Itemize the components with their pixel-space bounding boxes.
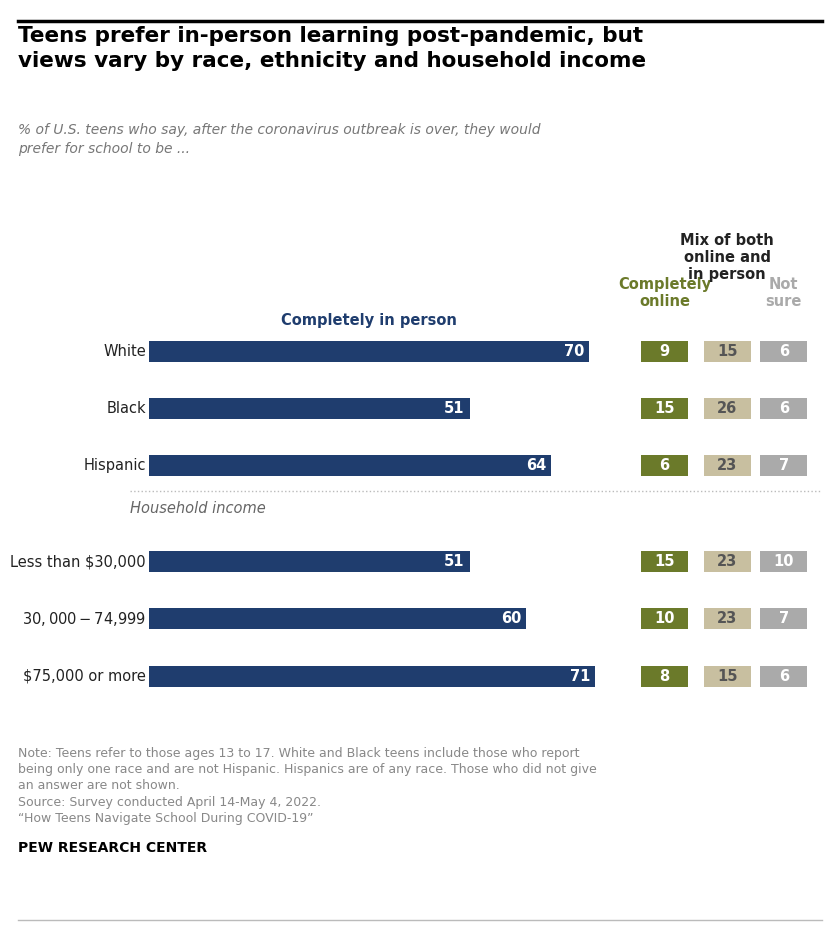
Bar <box>704 666 751 686</box>
Text: Not
sure: Not sure <box>765 276 802 309</box>
Text: $30,000-$74,999: $30,000-$74,999 <box>22 610 146 628</box>
Text: 51: 51 <box>444 401 465 416</box>
Bar <box>760 608 807 630</box>
Text: % of U.S. teens who say, after the coronavirus outbreak is over, they would
pref: % of U.S. teens who say, after the coron… <box>18 123 541 156</box>
Bar <box>149 608 526 630</box>
Text: Less than $30,000: Less than $30,000 <box>10 554 146 569</box>
Bar <box>704 398 751 419</box>
Text: 60: 60 <box>501 612 521 627</box>
Text: 15: 15 <box>717 344 738 359</box>
Text: 23: 23 <box>717 554 738 569</box>
Text: 6: 6 <box>779 344 789 359</box>
Text: an answer are not shown.: an answer are not shown. <box>18 779 181 792</box>
Text: 26: 26 <box>717 401 738 416</box>
Text: Mix of both
online and
in person: Mix of both online and in person <box>680 233 774 282</box>
Text: 10: 10 <box>654 612 675 627</box>
Text: 15: 15 <box>717 669 738 684</box>
Text: 7: 7 <box>779 459 789 474</box>
Text: 15: 15 <box>654 554 675 569</box>
Text: 23: 23 <box>717 459 738 474</box>
Bar <box>760 456 807 476</box>
Text: 64: 64 <box>526 459 546 474</box>
Text: 23: 23 <box>717 612 738 627</box>
Text: $75,000 or more: $75,000 or more <box>23 669 146 684</box>
Bar <box>704 608 751 630</box>
Text: 6: 6 <box>779 669 789 684</box>
Text: “How Teens Navigate School During COVID-19”: “How Teens Navigate School During COVID-… <box>18 812 314 825</box>
Text: being only one race and are not Hispanic. Hispanics are of any race. Those who d: being only one race and are not Hispanic… <box>18 763 597 776</box>
Text: 15: 15 <box>654 401 675 416</box>
Bar <box>149 666 596 686</box>
Bar <box>760 666 807 686</box>
Text: 51: 51 <box>444 554 465 569</box>
Text: Source: Survey conducted April 14-May 4, 2022.: Source: Survey conducted April 14-May 4,… <box>18 796 322 809</box>
Text: Hispanic: Hispanic <box>83 459 146 474</box>
Bar <box>149 551 470 572</box>
Bar <box>760 398 807 419</box>
Text: 9: 9 <box>659 344 669 359</box>
Bar <box>149 341 589 361</box>
Text: Completely in person: Completely in person <box>281 313 457 328</box>
Text: Teens prefer in-person learning post-pandemic, but
views vary by race, ethnicity: Teens prefer in-person learning post-pan… <box>18 26 647 71</box>
Bar <box>704 551 751 572</box>
Text: 71: 71 <box>570 669 591 684</box>
Text: White: White <box>103 344 146 359</box>
Text: Black: Black <box>107 401 146 416</box>
Bar <box>760 551 807 572</box>
Bar <box>149 456 551 476</box>
Bar <box>641 608 688 630</box>
Text: Completely
online: Completely online <box>618 276 711 309</box>
Text: PEW RESEARCH CENTER: PEW RESEARCH CENTER <box>18 841 207 855</box>
Text: 8: 8 <box>659 669 669 684</box>
Bar <box>641 551 688 572</box>
Text: 70: 70 <box>564 344 584 359</box>
Text: 6: 6 <box>659 459 669 474</box>
Bar <box>641 398 688 419</box>
Bar <box>641 456 688 476</box>
Bar <box>704 341 751 361</box>
Text: 7: 7 <box>779 612 789 627</box>
Bar <box>704 456 751 476</box>
Text: Household income: Household income <box>130 501 266 516</box>
Text: 6: 6 <box>779 401 789 416</box>
Text: 10: 10 <box>774 554 794 569</box>
Bar <box>641 666 688 686</box>
Bar <box>641 341 688 361</box>
Bar <box>149 398 470 419</box>
Bar <box>760 341 807 361</box>
Text: Note: Teens refer to those ages 13 to 17. White and Black teens include those wh: Note: Teens refer to those ages 13 to 17… <box>18 747 580 760</box>
